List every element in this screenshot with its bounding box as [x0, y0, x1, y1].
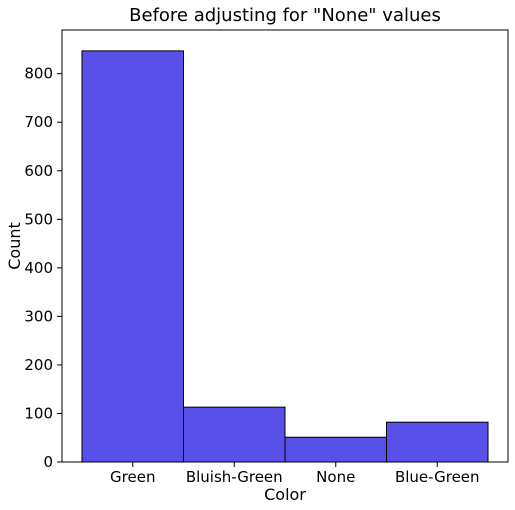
x-tick-label: None [316, 468, 355, 486]
y-tick-label: 100 [24, 404, 53, 422]
y-tick-label: 200 [24, 356, 53, 374]
chart-title: Before adjusting for "None" values [129, 5, 441, 26]
y-axis-label: Count [5, 222, 24, 270]
x-tick-label: Green [110, 468, 155, 486]
y-tick-label: 600 [24, 162, 53, 180]
x-axis-ticks: Green Bluish-Green None Blue-Green [110, 462, 480, 486]
y-tick-label: 400 [24, 259, 53, 277]
x-axis-label: Color [264, 485, 306, 504]
bar-bluish-green [183, 406, 286, 463]
y-tick-label: 500 [24, 210, 53, 228]
bar-blue-green [386, 421, 489, 463]
bar-green [81, 50, 184, 463]
y-tick-label: 800 [24, 65, 53, 83]
bar-none [284, 436, 387, 463]
y-tick-label: 700 [24, 113, 53, 131]
bars-group [81, 50, 489, 463]
plot-frame [61, 29, 509, 463]
x-tick-label: Bluish-Green [186, 468, 283, 486]
y-tick-label: 300 [24, 307, 53, 325]
y-tick-label: 0 [43, 453, 53, 471]
y-axis-ticks: 0 100 200 300 400 500 600 700 800 [24, 65, 62, 471]
x-tick-label: Blue-Green [395, 468, 480, 486]
